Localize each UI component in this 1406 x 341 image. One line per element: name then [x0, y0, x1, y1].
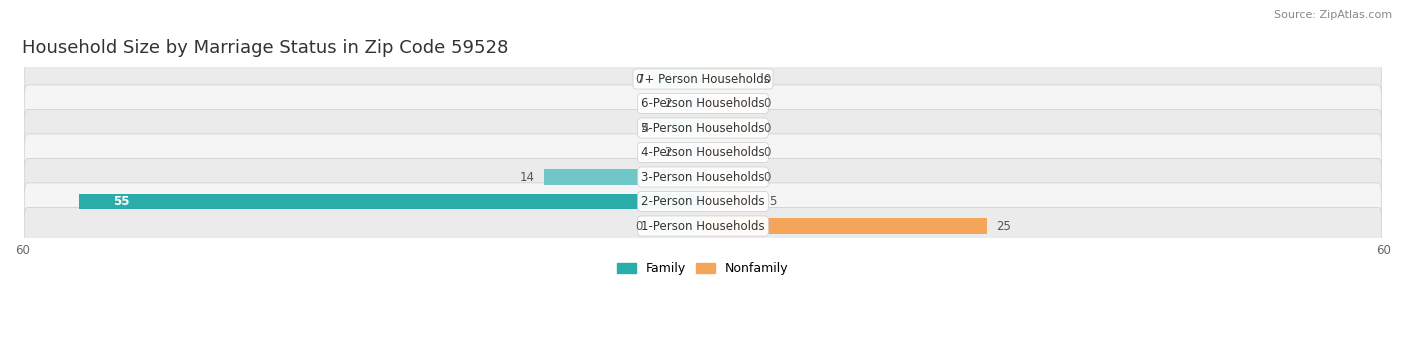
Bar — [658, 120, 703, 136]
Text: 25: 25 — [995, 220, 1011, 233]
Text: 0: 0 — [763, 73, 770, 86]
Text: 0: 0 — [763, 97, 770, 110]
Bar — [703, 145, 754, 160]
Text: 2: 2 — [664, 97, 671, 110]
Bar — [681, 96, 703, 111]
Bar — [703, 96, 754, 111]
FancyBboxPatch shape — [25, 85, 1381, 122]
FancyBboxPatch shape — [25, 207, 1381, 244]
Text: 4-Person Households: 4-Person Households — [641, 146, 765, 159]
Bar — [703, 219, 987, 234]
Text: Source: ZipAtlas.com: Source: ZipAtlas.com — [1274, 10, 1392, 20]
Text: 3-Person Households: 3-Person Households — [641, 170, 765, 183]
Text: 1-Person Households: 1-Person Households — [641, 220, 765, 233]
Text: 0: 0 — [636, 220, 643, 233]
Bar — [544, 169, 703, 184]
FancyBboxPatch shape — [25, 134, 1381, 171]
Bar — [79, 194, 703, 209]
Text: 4: 4 — [641, 121, 648, 134]
FancyBboxPatch shape — [25, 109, 1381, 147]
Text: 2-Person Households: 2-Person Households — [641, 195, 765, 208]
Text: 7+ Person Households: 7+ Person Households — [637, 73, 769, 86]
Bar — [703, 120, 754, 136]
Bar — [652, 71, 703, 87]
Text: 2: 2 — [664, 146, 671, 159]
FancyBboxPatch shape — [25, 183, 1381, 220]
Text: 0: 0 — [763, 121, 770, 134]
Text: 14: 14 — [520, 170, 536, 183]
Text: 0: 0 — [636, 73, 643, 86]
FancyBboxPatch shape — [25, 159, 1381, 196]
Text: 0: 0 — [763, 146, 770, 159]
Bar — [703, 169, 754, 184]
Bar — [681, 145, 703, 160]
Bar — [703, 71, 754, 87]
Text: 0: 0 — [763, 170, 770, 183]
Bar — [703, 194, 759, 209]
Text: Household Size by Marriage Status in Zip Code 59528: Household Size by Marriage Status in Zip… — [22, 39, 509, 57]
FancyBboxPatch shape — [25, 60, 1381, 98]
Text: 5: 5 — [769, 195, 776, 208]
Text: 55: 55 — [112, 195, 129, 208]
Legend: Family, Nonfamily: Family, Nonfamily — [612, 257, 794, 280]
Bar — [652, 219, 703, 234]
Text: 5-Person Households: 5-Person Households — [641, 121, 765, 134]
Text: 6-Person Households: 6-Person Households — [641, 97, 765, 110]
